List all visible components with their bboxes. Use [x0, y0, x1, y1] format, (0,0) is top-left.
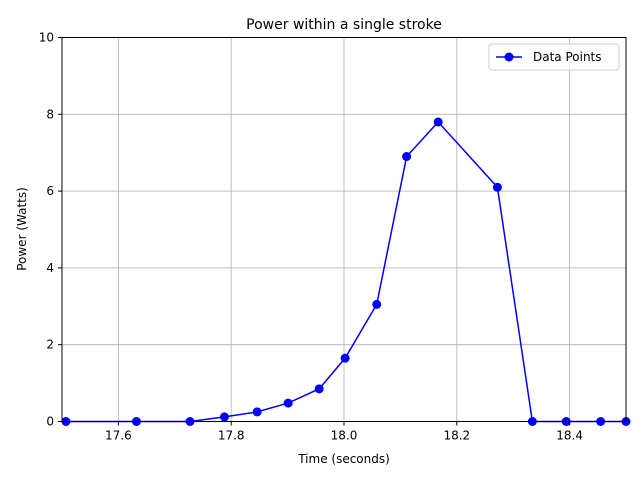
x-tick-label: 17.6: [105, 429, 132, 443]
x-tick-label: 18.2: [443, 429, 470, 443]
legend-box: [488, 43, 620, 71]
y-tick-label: 0: [46, 415, 54, 429]
data-point: [433, 117, 443, 127]
legend-label: Data Points: [533, 50, 602, 64]
y-tick-label: 10: [39, 31, 54, 45]
x-tick-label: 18.4: [556, 429, 583, 443]
data-point: [283, 398, 293, 408]
data-point: [492, 182, 502, 192]
axis-ticks: 17.6 17.8 18.0 18.2 18.4 0 2 4 6 8 10: [39, 31, 583, 443]
data-point: [314, 384, 324, 394]
legend-marker-sample: [504, 52, 514, 62]
x-tick-label: 17.8: [218, 429, 245, 443]
data-point: [340, 353, 350, 363]
y-tick-label: 6: [46, 184, 54, 198]
data-point: [402, 152, 412, 162]
chart-title: Power within a single stroke: [246, 17, 442, 33]
y-axis-label: Power (Watts): [15, 187, 29, 271]
data-point: [252, 407, 262, 417]
y-tick-label: 2: [46, 338, 54, 352]
x-axis-label: Time (seconds): [297, 452, 390, 466]
x-tick-label: 18.0: [331, 429, 358, 443]
data-point: [219, 412, 229, 422]
data-point: [372, 299, 382, 309]
y-tick-label: 4: [46, 261, 54, 275]
y-tick-label: 8: [46, 107, 54, 121]
legend: Data Points: [488, 43, 620, 71]
